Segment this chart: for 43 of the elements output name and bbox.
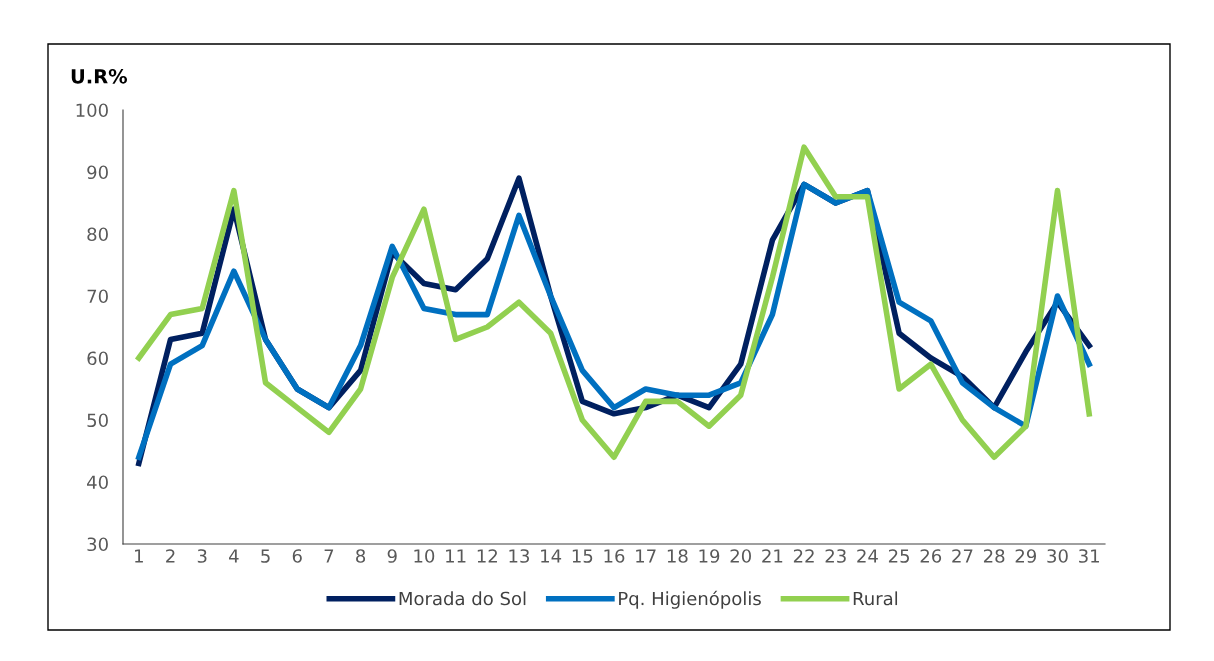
x-tick-label: 8 [356,549,366,563]
x-tick-label: 22 [793,549,814,563]
x-tick-label: 31 [1079,549,1099,563]
x-tick-label: 7 [324,549,334,563]
x-tick-label: 4 [229,549,239,563]
x-tick-label: 12 [477,549,497,563]
x-tick-label: 28 [983,549,1005,563]
x-tick-label: 23 [825,549,846,563]
x-tick-label: 11 [446,549,466,563]
x-tick-label: 16 [604,549,625,563]
x-tick-label: 27 [952,549,973,563]
x-tick-label: 30 [1047,549,1068,563]
x-tick-label: 19 [699,549,720,563]
x-tick-label: 2 [166,549,175,563]
y-tick-label: 100 [76,103,108,118]
y-tick-label: 40 [87,475,108,490]
x-tick-label: 20 [730,549,751,563]
y-tick-label: 50 [87,413,108,428]
y-tick-label: 80 [87,227,108,242]
x-tick-label: 21 [762,549,783,563]
legend-label: Rural [853,591,898,606]
y-tick-label: 30 [87,537,108,552]
legend-label: Pq. Higienópolis [619,590,761,609]
x-tick-label: 9 [387,549,397,563]
x-tick-label: 24 [857,549,878,563]
y-tick-label: 60 [87,351,108,366]
x-tick-label: 1 [135,549,143,563]
x-tick-label: 3 [197,549,207,563]
x-tick-label: 26 [920,549,942,563]
x-tick-label: 18 [667,549,688,563]
x-tick-label: 15 [572,549,593,563]
y-tick-label: 70 [87,289,108,304]
x-tick-label: 14 [541,549,562,563]
x-tick-label: 13 [509,549,530,563]
y-tick-label: 90 [87,165,108,180]
x-tick-label: 17 [636,549,656,563]
x-tick-label: 25 [888,549,910,563]
x-tick-label: 6 [292,549,302,563]
x-tick-label: 5 [261,549,270,563]
y-axis-title: U.R% [71,68,128,84]
x-tick-label: 29 [1015,549,1037,563]
legend-label: Morada do Sol [399,591,526,606]
x-tick-label: 10 [414,549,435,563]
